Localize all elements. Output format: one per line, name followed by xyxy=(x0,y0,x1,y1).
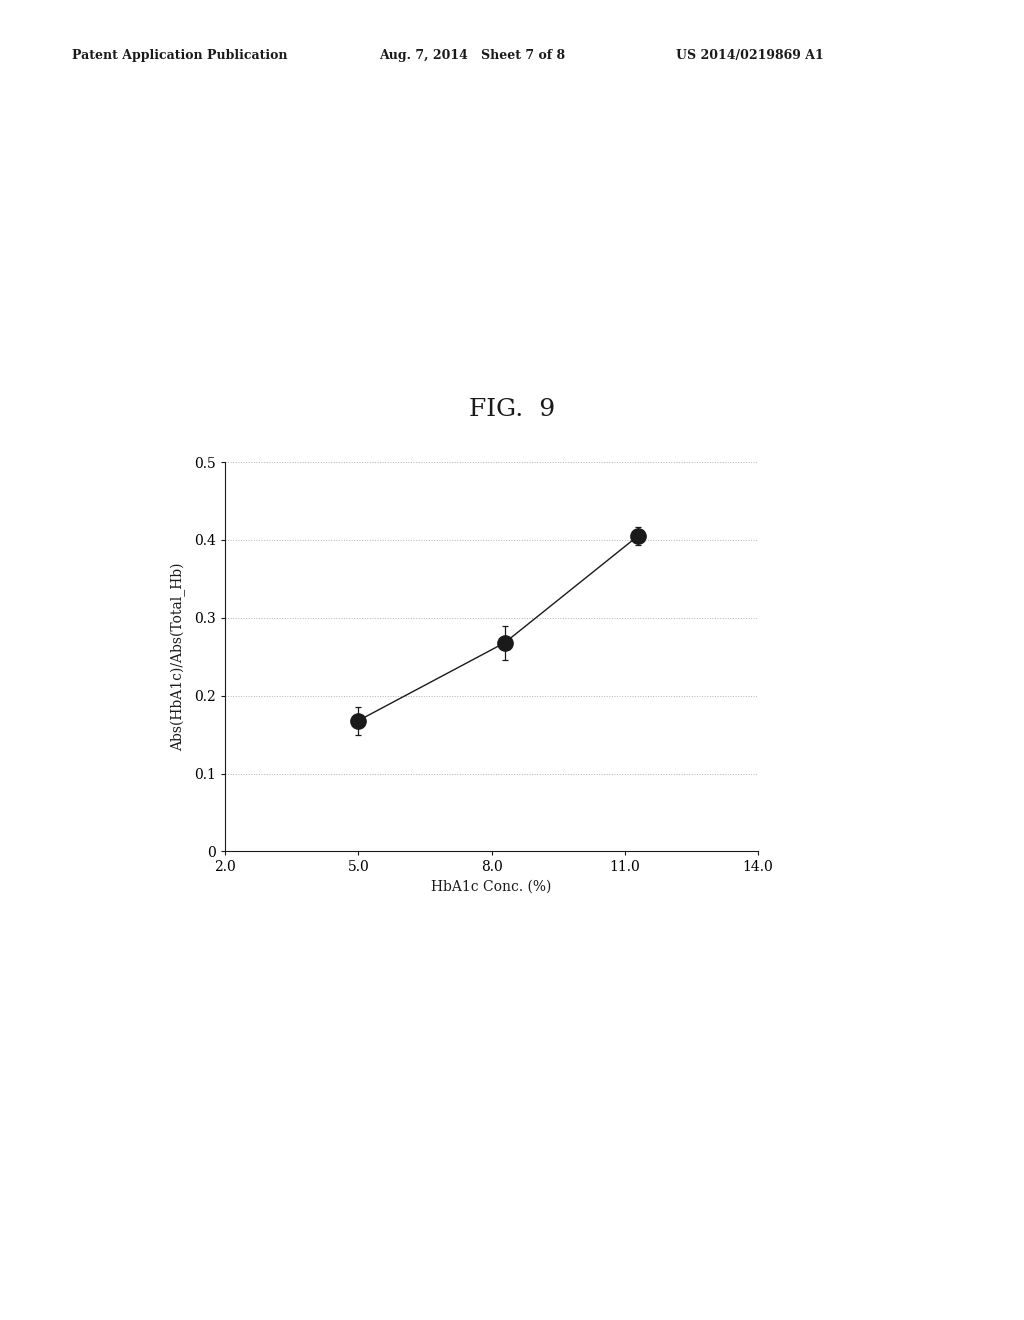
X-axis label: HbA1c Conc. (%): HbA1c Conc. (%) xyxy=(431,880,552,894)
Y-axis label: Abs(HbA1c)/Abs(Total_Hb): Abs(HbA1c)/Abs(Total_Hb) xyxy=(171,562,186,751)
Text: Aug. 7, 2014   Sheet 7 of 8: Aug. 7, 2014 Sheet 7 of 8 xyxy=(379,49,565,62)
Text: FIG.  9: FIG. 9 xyxy=(469,397,555,421)
Text: US 2014/0219869 A1: US 2014/0219869 A1 xyxy=(676,49,823,62)
Text: Patent Application Publication: Patent Application Publication xyxy=(72,49,287,62)
